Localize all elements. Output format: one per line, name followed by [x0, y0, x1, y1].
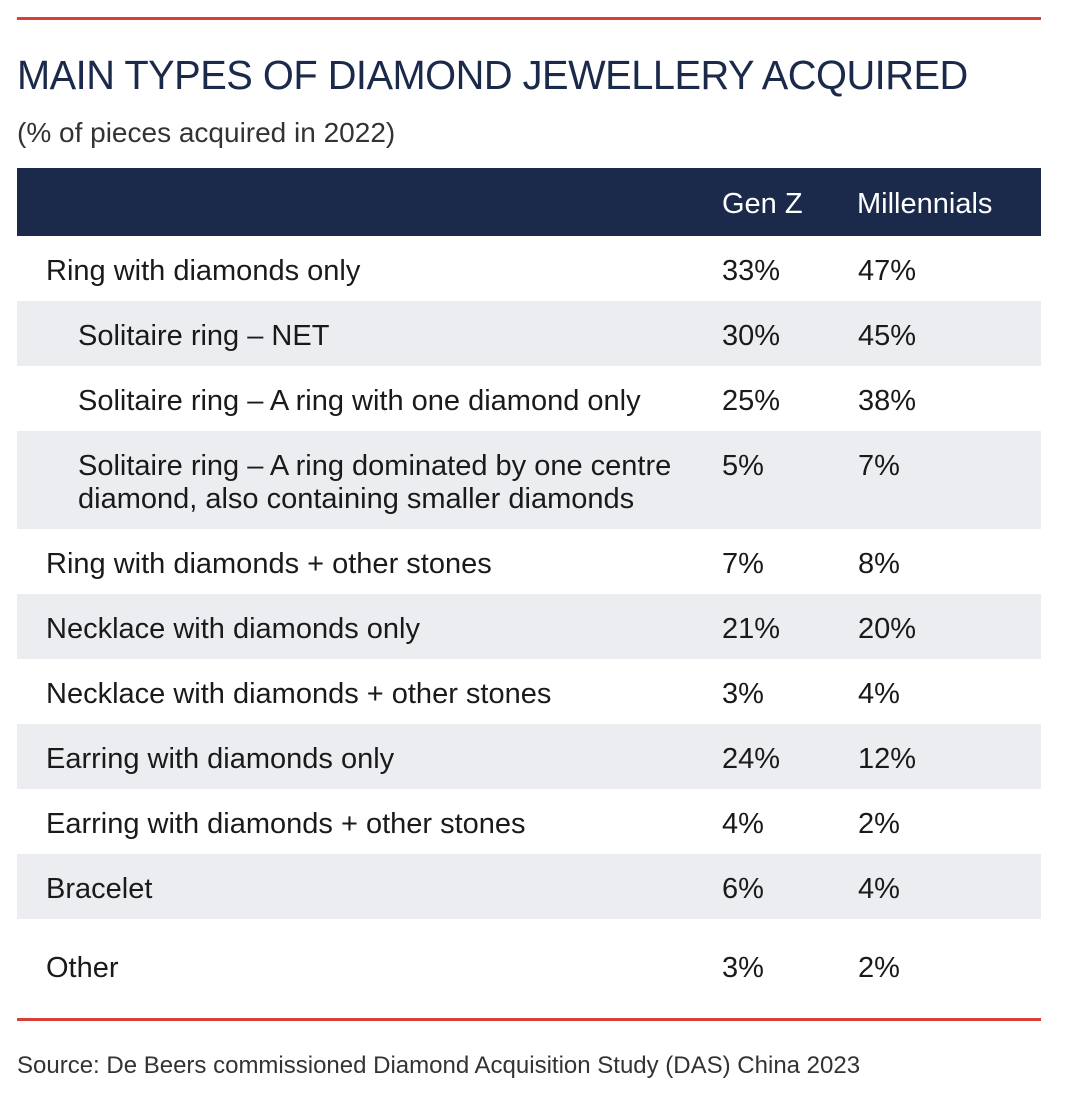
row-label: Solitaire ring – NET: [78, 320, 330, 352]
table-row: Necklace with diamonds only 21% 20%: [17, 594, 1041, 659]
row-label: Bracelet: [46, 873, 153, 905]
gen-z-value: 30%: [722, 320, 781, 352]
row-label: Necklace with diamonds only: [46, 613, 420, 645]
gen-z-value: 7%: [722, 548, 764, 580]
column-header-millennials: Millennials: [857, 188, 993, 220]
chart-title: MAIN TYPES OF DIAMOND JEWELLERY ACQUIRED: [17, 52, 968, 98]
row-label: Solitaire ring – A ring with one diamond…: [78, 385, 641, 417]
gen-z-value: 3%: [722, 678, 764, 710]
top-accent-rule: [17, 17, 1041, 20]
source-note: Source: De Beers commissioned Diamond Ac…: [17, 1052, 861, 1079]
millennials-value: 7%: [858, 450, 900, 482]
millennials-value: 8%: [858, 548, 900, 580]
table-row: Earring with diamonds + other stones 4% 2%: [17, 789, 1041, 854]
millennials-value: 4%: [858, 873, 900, 905]
millennials-value: 38%: [858, 385, 917, 417]
column-header-gen-z: Gen Z: [722, 188, 803, 220]
row-label: diamond, also containing smaller diamond…: [78, 483, 635, 515]
table-body: Ring with diamonds only 33% 47% Solitaire r…: [17, 236, 1041, 999]
gen-z-value: 24%: [722, 743, 781, 775]
millennials-value: 47%: [858, 255, 917, 287]
data-table: Gen Z Millennials Ring with diamonds onl…: [17, 168, 1041, 999]
table-header: Gen Z Millennials: [17, 168, 1041, 236]
bottom-accent-rule: [17, 1018, 1041, 1021]
millennials-value: 2%: [858, 952, 900, 984]
gen-z-value: 25%: [722, 385, 781, 417]
row-label: Earring with diamonds only: [46, 743, 395, 775]
gen-z-value: 3%: [722, 952, 764, 984]
millennials-value: 45%: [858, 320, 917, 352]
gen-z-value: 21%: [722, 613, 781, 645]
millennials-value: 20%: [858, 613, 917, 645]
row-label: Necklace with diamonds + other stones: [46, 678, 552, 710]
millennials-value: 4%: [858, 678, 900, 710]
table-row: Earring with diamonds only 24% 12%: [17, 724, 1041, 789]
gen-z-value: 33%: [722, 255, 781, 287]
row-label: Ring with diamonds + other stones: [46, 548, 492, 580]
table-row: Other 3% 2%: [17, 919, 1041, 999]
table-row: Necklace with diamonds + other stones 3% 4…: [17, 659, 1041, 724]
table-row: Bracelet 6% 4%: [17, 854, 1041, 919]
gen-z-value: 6%: [722, 873, 764, 905]
gen-z-value: 5%: [722, 450, 764, 482]
millennials-value: 2%: [858, 808, 900, 840]
row-label: Earring with diamonds + other stones: [46, 808, 526, 840]
row-label: Solitaire ring – A ring dominated by one…: [78, 450, 672, 482]
gen-z-value: 4%: [722, 808, 764, 840]
table-row: Ring with diamonds only 33% 47%: [17, 236, 1041, 301]
chart-subtitle: (% of pieces acquired in 2022): [17, 117, 396, 148]
row-label: Other: [46, 952, 119, 984]
table-row: Solitaire ring – NET 30% 45%: [17, 301, 1041, 366]
table-row: Ring with diamonds + other stones 7% 8%: [17, 529, 1041, 594]
millennials-value: 12%: [858, 743, 917, 775]
table-row: Solitaire ring – A ring dominated by one…: [17, 431, 1041, 529]
row-label: Ring with diamonds only: [46, 255, 361, 287]
table-row: Solitaire ring – A ring with one diamond…: [17, 366, 1041, 431]
